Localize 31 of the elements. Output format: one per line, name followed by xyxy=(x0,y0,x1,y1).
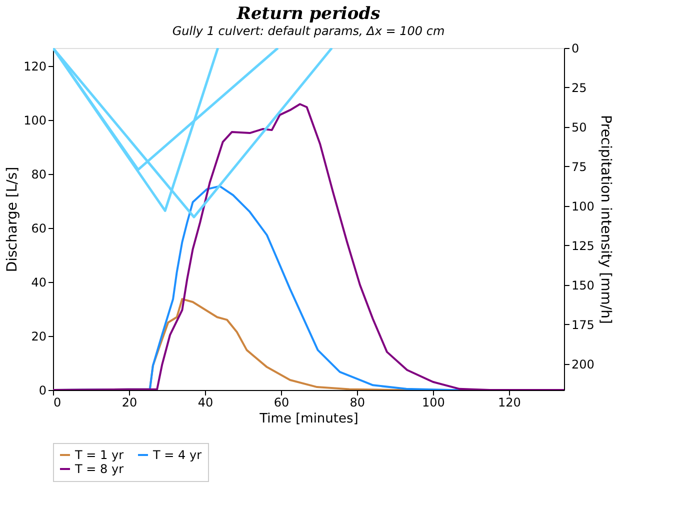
x-tick-label: 60 xyxy=(274,396,290,410)
y-tick-label: 60 xyxy=(31,222,46,236)
y-tick-label: 80 xyxy=(31,168,46,182)
x-tick-label: 120 xyxy=(498,396,521,410)
x-tick-label: 80 xyxy=(350,396,366,410)
x-tick-label: 20 xyxy=(122,396,138,410)
legend-label: T = 4 yr xyxy=(152,448,202,462)
y-tick-label: 100 xyxy=(24,114,46,128)
y-tick-label: 40 xyxy=(31,276,46,290)
chart-title: Return periods xyxy=(236,4,381,24)
x-tick-label: 0 xyxy=(54,396,62,410)
y-tick-label: 0 xyxy=(38,384,46,398)
y-axis-title: Discharge [L/s] xyxy=(4,166,21,272)
y2-tick-label: 50 xyxy=(572,120,587,134)
y2-tick-label: 175 xyxy=(572,318,594,332)
y-tick-label: 20 xyxy=(31,330,46,344)
y2-axis-title: Precipitation intensity [mm/h] xyxy=(597,115,614,324)
legend-label: T = 8 yr xyxy=(74,462,124,476)
x-tick-label: 40 xyxy=(198,396,214,410)
y2-tick-label: 0 xyxy=(572,42,580,56)
y2-tick-label: 150 xyxy=(572,278,594,292)
x-tick-label: 100 xyxy=(422,396,445,410)
y2-tick-label: 100 xyxy=(572,199,594,214)
x-axis-title: Time [minutes] xyxy=(258,412,358,426)
legend-label: T = 1 yr xyxy=(74,448,124,462)
chart-subtitle: Gully 1 culvert: default params, Δx = 100 cm xyxy=(172,24,445,38)
y2-tick-label: 200 xyxy=(572,357,594,372)
y2-tick-label: 25 xyxy=(572,80,587,95)
y2-tick-label: 75 xyxy=(572,160,587,174)
y2-tick-label: 125 xyxy=(572,238,594,253)
y-tick-label: 120 xyxy=(24,60,46,74)
